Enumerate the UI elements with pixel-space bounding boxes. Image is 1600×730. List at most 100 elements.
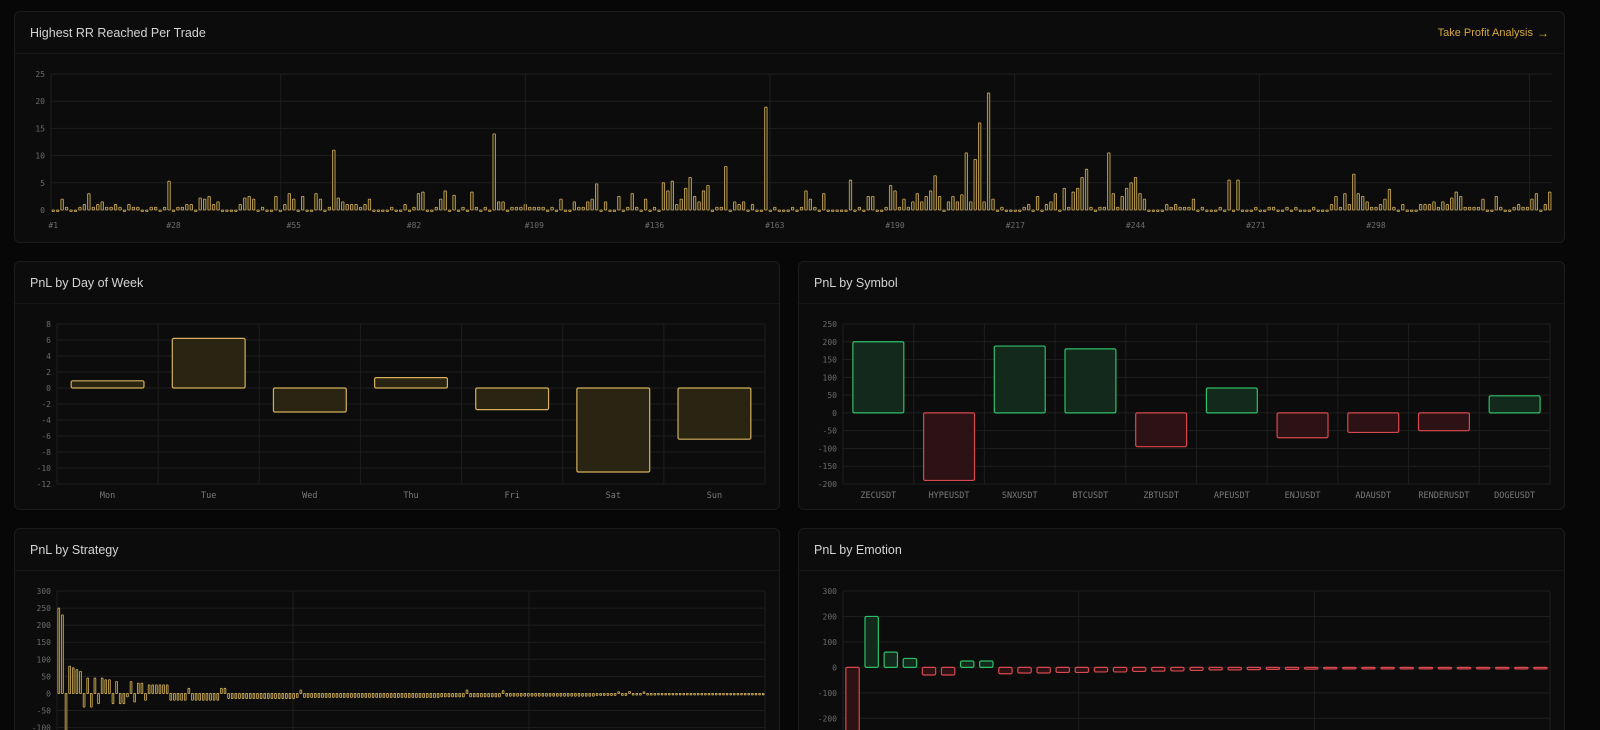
bar	[942, 209, 946, 212]
bar	[198, 197, 202, 211]
bar	[626, 206, 630, 211]
y-tick-label: 250	[823, 320, 838, 329]
bar	[346, 693, 350, 698]
bar	[643, 198, 648, 211]
bar	[1129, 182, 1133, 211]
bar	[1280, 209, 1285, 212]
bar	[606, 693, 610, 696]
bar	[1027, 204, 1031, 211]
symbol-bar-chart: 250 200 150 100 50 0 -50 -100 -150 -200 ZECUSDT HYP…	[818, 320, 1551, 501]
bar	[1112, 666, 1128, 673]
bar	[404, 693, 407, 698]
bar	[429, 693, 433, 698]
bar	[594, 183, 599, 211]
bar	[541, 693, 545, 697]
y-tick-label: -100	[818, 689, 837, 698]
bar	[176, 206, 180, 211]
bar	[176, 693, 180, 701]
bar	[185, 204, 189, 211]
bar	[639, 209, 643, 212]
y-tick-label: 0	[832, 663, 837, 672]
rr-chart-card: Highest RR Reached Per Trade Take Profit…	[14, 11, 1565, 243]
bar	[353, 693, 357, 698]
x-tick-label: ADAUSDT	[1355, 491, 1391, 501]
bar	[1432, 201, 1436, 211]
bar	[1303, 666, 1319, 670]
bar	[746, 209, 750, 212]
take-profit-analysis-link[interactable]: Take Profit Analysis →	[1438, 26, 1549, 40]
bar	[382, 693, 386, 698]
x-tick-label: RENDERUSDT	[1418, 491, 1469, 501]
y-tick-label: 0	[46, 384, 51, 393]
y-tick-label: -10	[37, 464, 52, 473]
bar	[1093, 666, 1109, 673]
bar	[425, 693, 429, 698]
bar	[434, 206, 438, 211]
bar	[277, 693, 281, 699]
bar	[447, 693, 451, 698]
bar	[474, 206, 478, 211]
bar	[516, 693, 519, 697]
rr-card-header: Highest RR Reached Per Trade Take Profit…	[15, 12, 1564, 54]
y-tick-label: 150	[823, 356, 838, 365]
x-tick-label: #271	[1246, 221, 1265, 230]
bar	[422, 693, 425, 698]
bar	[595, 693, 599, 696]
bar	[1356, 193, 1360, 211]
y-tick-label: -4	[41, 416, 51, 425]
bar	[552, 693, 555, 697]
bar	[93, 677, 97, 694]
bar	[1401, 204, 1405, 211]
bar	[90, 693, 93, 708]
bar	[487, 693, 490, 698]
bar	[317, 693, 321, 698]
bar	[754, 693, 758, 696]
bar	[230, 693, 234, 699]
bar	[1017, 666, 1032, 674]
x-tick-label: APEUSDT	[1214, 491, 1250, 501]
bar	[1352, 173, 1356, 211]
bar	[773, 206, 777, 211]
bar	[1240, 209, 1245, 212]
bar	[104, 679, 108, 694]
bar	[1263, 209, 1267, 212]
y-tick-label: 2	[46, 368, 51, 377]
bar	[719, 206, 723, 211]
y-tick-label: 100	[823, 638, 838, 647]
bar	[1227, 666, 1243, 671]
bar	[281, 693, 285, 699]
bar	[1071, 191, 1075, 211]
y-tick-label: -8	[41, 448, 51, 457]
bar	[728, 209, 732, 212]
bar	[761, 693, 765, 696]
bar	[1284, 666, 1300, 671]
bar	[60, 198, 64, 211]
bar	[795, 209, 799, 212]
bar	[1160, 209, 1164, 212]
bar	[853, 209, 857, 212]
bar	[327, 206, 332, 211]
bar	[1485, 209, 1490, 212]
bar	[1049, 201, 1053, 211]
bar	[147, 684, 151, 694]
bar	[1208, 666, 1223, 671]
bar	[884, 206, 888, 211]
strategy-chart-card: PnL by Strategy 300 250 200 150 100 50 0 -50 -10…	[14, 528, 780, 730]
bar	[78, 206, 82, 211]
bar	[118, 693, 122, 705]
bar	[241, 693, 245, 699]
bar	[412, 206, 416, 211]
bar	[1120, 195, 1124, 211]
bar	[568, 209, 572, 212]
bar	[782, 209, 786, 212]
bar	[697, 201, 701, 211]
bar	[358, 206, 363, 211]
bar	[321, 693, 324, 698]
take-profit-analysis-label: Take Profit Analysis	[1437, 26, 1533, 39]
bar	[666, 190, 670, 211]
bar	[498, 693, 501, 698]
bar	[534, 693, 537, 697]
bar	[660, 693, 664, 696]
bar	[911, 201, 915, 211]
bar	[443, 190, 447, 211]
